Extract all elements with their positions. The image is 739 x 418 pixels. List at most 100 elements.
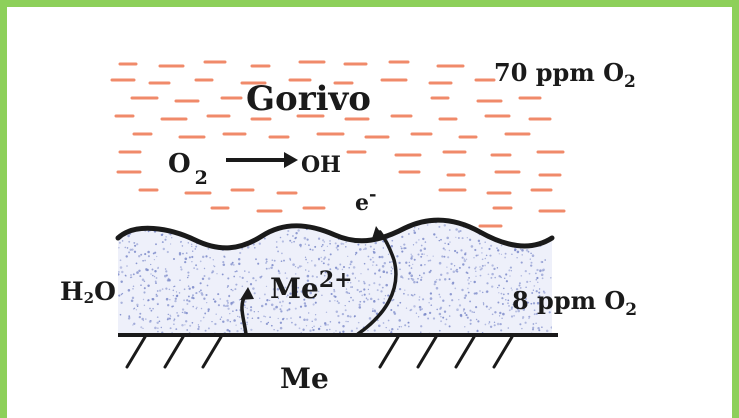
water-dot <box>161 288 164 290</box>
water-dot <box>257 227 260 230</box>
water-dot <box>321 260 323 263</box>
water-dot <box>525 249 529 252</box>
water-dot <box>156 321 159 325</box>
water-dot <box>458 304 462 307</box>
water-dot <box>226 299 229 302</box>
water-dot <box>364 230 368 233</box>
water-dot <box>481 227 484 231</box>
water-dot <box>231 261 234 264</box>
water-dot <box>536 301 540 305</box>
water-dot <box>279 326 283 330</box>
water-dot <box>252 287 255 290</box>
water-dot <box>191 243 193 245</box>
water-dot <box>329 242 331 245</box>
water-dot <box>519 323 522 326</box>
water-dot <box>136 305 139 308</box>
water-dot <box>354 253 357 256</box>
water-dot <box>273 307 276 311</box>
water-dot <box>221 273 224 276</box>
water-dot <box>173 318 176 321</box>
water-dot <box>420 244 423 247</box>
water-dot <box>448 278 451 281</box>
water-dot <box>185 252 188 254</box>
water-dot <box>148 320 152 323</box>
water-dot <box>235 324 237 326</box>
water-dot <box>155 294 159 298</box>
water-dot <box>214 217 217 220</box>
water-dot <box>500 253 503 256</box>
water-dot <box>503 232 505 234</box>
water-dot <box>438 239 441 242</box>
water-dot <box>275 241 278 243</box>
water-dot <box>322 262 325 265</box>
water-dot <box>143 291 146 294</box>
water-dot <box>348 300 350 303</box>
water-dot <box>168 288 171 291</box>
water-dot <box>378 255 381 259</box>
water-dot <box>417 253 420 256</box>
water-dot <box>434 280 437 284</box>
water-dot <box>452 281 455 284</box>
water-dot <box>267 215 269 217</box>
water-dot <box>464 326 466 328</box>
water-dot <box>131 248 134 251</box>
water-dot <box>529 258 531 260</box>
water-dot <box>473 280 476 284</box>
water-dot <box>207 308 210 311</box>
water-dot <box>258 242 261 245</box>
water-dot <box>314 301 317 304</box>
water-dot <box>360 223 362 225</box>
water-dot <box>426 255 428 257</box>
water-dot <box>481 247 483 249</box>
water-dot <box>455 236 457 239</box>
water-dot <box>264 315 267 318</box>
water-dot <box>314 314 317 316</box>
water-dot <box>142 319 145 322</box>
water-dot <box>526 280 529 283</box>
water-dot <box>215 224 218 227</box>
water-dot <box>533 228 536 231</box>
water-dot <box>227 302 229 304</box>
water-dot <box>385 271 389 274</box>
water-dot <box>263 315 265 318</box>
water-dot <box>390 272 393 275</box>
water-dot <box>150 214 153 217</box>
water-dot <box>418 228 420 230</box>
water-dot <box>340 220 342 221</box>
water-dot <box>241 276 244 280</box>
water-dot <box>181 245 184 247</box>
water-dot <box>316 276 318 278</box>
water-dot <box>415 241 418 244</box>
water-dot <box>155 243 157 246</box>
fuel-label: Gorivo <box>246 79 371 119</box>
water-dot <box>517 309 520 313</box>
water-dot <box>484 264 486 267</box>
water-dot <box>539 304 542 307</box>
water-dot <box>171 331 173 334</box>
water-dot <box>191 245 193 248</box>
water-dot <box>243 304 246 307</box>
water-dot <box>297 266 300 269</box>
water-dot <box>150 263 152 266</box>
water-dot <box>226 328 229 332</box>
water-dot <box>361 294 364 297</box>
water-dot <box>424 264 426 266</box>
water-dot <box>363 262 366 265</box>
water-dot <box>336 248 339 251</box>
water-dot <box>247 225 249 227</box>
water-dot <box>222 261 225 264</box>
water-dot <box>278 272 281 275</box>
water-dot <box>432 317 436 320</box>
water-dot <box>190 215 192 217</box>
water-dot <box>433 233 436 236</box>
water-dot <box>169 315 172 317</box>
water-dot <box>507 229 509 232</box>
water-dot <box>497 301 500 304</box>
water-dot <box>143 304 146 307</box>
water-dot <box>550 277 552 279</box>
water-dot <box>209 257 211 259</box>
water-dot <box>323 241 326 243</box>
water-dot <box>311 248 314 252</box>
water-dot <box>297 229 300 232</box>
water-dot <box>458 299 460 301</box>
